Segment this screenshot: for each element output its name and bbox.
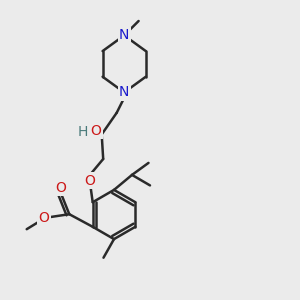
Text: N: N xyxy=(119,85,129,99)
Text: O: O xyxy=(90,124,101,137)
Text: O: O xyxy=(84,174,95,188)
Text: O: O xyxy=(38,211,49,225)
Text: H: H xyxy=(78,125,88,139)
Text: O: O xyxy=(55,181,66,195)
Text: N: N xyxy=(119,85,129,99)
Text: N: N xyxy=(119,28,129,42)
